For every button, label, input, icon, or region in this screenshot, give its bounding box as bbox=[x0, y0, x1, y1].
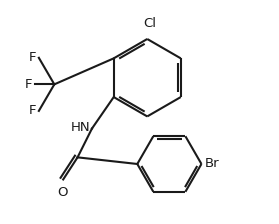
Text: F: F bbox=[29, 104, 36, 117]
Text: F: F bbox=[25, 78, 32, 91]
Text: Br: Br bbox=[205, 157, 219, 170]
Text: Cl: Cl bbox=[143, 17, 156, 30]
Text: HN: HN bbox=[71, 121, 90, 134]
Text: O: O bbox=[57, 186, 67, 199]
Text: F: F bbox=[29, 51, 36, 64]
